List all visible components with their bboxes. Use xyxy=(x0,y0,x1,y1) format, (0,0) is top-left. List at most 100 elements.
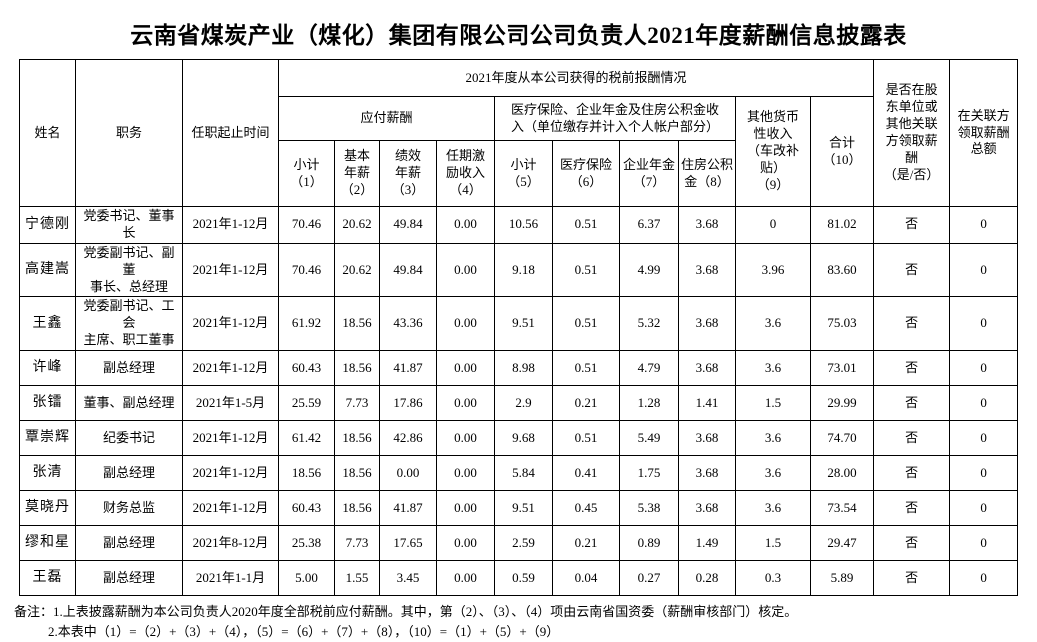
cell-total: 28.00 xyxy=(809,455,875,492)
cell-medical-insurance: 0.51 xyxy=(552,350,620,387)
cell-base-salary: 18.56 xyxy=(334,296,380,352)
cell-medical-insurance: 0.51 xyxy=(552,420,620,457)
header-housing-fund: 住房公积 金（8） xyxy=(678,140,736,207)
cell-payable-subtotal: 61.92 xyxy=(278,296,335,352)
cell-name: 高建嵩 xyxy=(19,242,76,298)
cell-name: 王鑫 xyxy=(19,296,76,352)
header-medical-insurance: 医疗保险 （6） xyxy=(552,140,620,207)
cell-performance-salary: 43.36 xyxy=(379,296,437,352)
cell-housing-fund: 1.49 xyxy=(678,525,736,562)
table-row: 王鑫 党委副书记、工会 主席、职工董事 2021年1-12月 61.92 18.… xyxy=(19,296,1019,352)
cell-position: 党委副书记、工会 主席、职工董事 xyxy=(75,296,183,352)
table-row: 许峰 副总经理 2021年1-12月 60.43 18.56 41.87 0.0… xyxy=(19,350,1019,387)
cell-related-party-total: 0 xyxy=(949,242,1019,298)
cell-medical-insurance: 0.51 xyxy=(552,206,620,244)
cell-related-party-total: 0 xyxy=(949,206,1019,244)
cell-performance-salary: 41.87 xyxy=(379,350,437,387)
cell-insurance-subtotal: 2.59 xyxy=(494,525,553,562)
cell-performance-salary: 0.00 xyxy=(379,455,437,492)
cell-other-income: 0.3 xyxy=(735,560,811,597)
table-row: 缪和星 副总经理 2021年8-12月 25.38 7.73 17.65 0.0… xyxy=(19,525,1019,562)
cell-enterprise-annuity: 5.38 xyxy=(619,490,679,527)
cell-other-income: 1.5 xyxy=(735,525,811,562)
cell-medical-insurance: 0.41 xyxy=(552,455,620,492)
cell-payable-subtotal: 70.46 xyxy=(278,206,335,244)
table-row: 高建嵩 党委副书记、副董 事长、总经理 2021年1-12月 70.46 20.… xyxy=(19,242,1019,298)
cell-tenure: 2021年1-12月 xyxy=(182,420,279,457)
cell-position: 董事、副总经理 xyxy=(75,385,183,422)
cell-insurance-subtotal: 8.98 xyxy=(494,350,553,387)
cell-payable-subtotal: 60.43 xyxy=(278,490,335,527)
salary-table: 姓名 职务 任职起止时间 2021年度从本公司获得的税前报酬情况 是否在股 东单… xyxy=(19,59,1019,597)
cell-total: 75.03 xyxy=(809,296,875,352)
cell-insurance-subtotal: 9.68 xyxy=(494,420,553,457)
cell-related-party-total: 0 xyxy=(949,385,1019,422)
cell-name: 张清 xyxy=(19,455,76,492)
cell-medical-insurance: 0.45 xyxy=(552,490,620,527)
cell-term-incentive: 0.00 xyxy=(436,296,495,352)
header-position: 职务 xyxy=(75,59,183,207)
table-header: 姓名 职务 任职起止时间 2021年度从本公司获得的税前报酬情况 是否在股 东单… xyxy=(19,59,1019,207)
cell-tenure: 2021年1-12月 xyxy=(182,296,279,352)
cell-tenure: 2021年1-12月 xyxy=(182,242,279,298)
cell-tenure: 2021年1-1月 xyxy=(182,560,279,597)
header-related-party-total: 在关联方 领取薪酬 总额 xyxy=(949,59,1019,207)
cell-related-party-total: 0 xyxy=(949,490,1019,527)
cell-housing-fund: 3.68 xyxy=(678,455,736,492)
cell-other-income: 3.96 xyxy=(735,242,811,298)
cell-tenure: 2021年1-12月 xyxy=(182,350,279,387)
header-performance-salary: 绩效 年薪 （3） xyxy=(379,140,437,207)
table-body: 宁德刚 党委书记、董事长 2021年1-12月 70.46 20.62 49.8… xyxy=(19,206,1019,597)
cell-housing-fund: 1.41 xyxy=(678,385,736,422)
page-title: 云南省煤炭产业（煤化）集团有限公司公司负责人2021年度薪酬信息披露表 xyxy=(130,23,907,48)
cell-term-incentive: 0.00 xyxy=(436,455,495,492)
table-row: 莫晓丹 财务总监 2021年1-12月 60.43 18.56 41.87 0.… xyxy=(19,490,1019,527)
cell-base-salary: 20.62 xyxy=(334,206,380,244)
cell-related-party-flag: 否 xyxy=(873,560,951,597)
cell-performance-salary: 41.87 xyxy=(379,490,437,527)
cell-related-party-flag: 否 xyxy=(873,206,951,244)
cell-total: 29.47 xyxy=(809,525,875,562)
cell-name: 缪和星 xyxy=(19,525,76,562)
cell-related-party-flag: 否 xyxy=(873,420,951,457)
cell-enterprise-annuity: 4.79 xyxy=(619,350,679,387)
cell-related-party-flag: 否 xyxy=(873,242,951,298)
cell-base-salary: 18.56 xyxy=(334,490,380,527)
cell-tenure: 2021年8-12月 xyxy=(182,525,279,562)
cell-position: 副总经理 xyxy=(75,455,183,492)
cell-position: 党委书记、董事长 xyxy=(75,206,183,244)
cell-other-income: 3.6 xyxy=(735,420,811,457)
header-enterprise-annuity: 企业年金 （7） xyxy=(619,140,679,207)
cell-enterprise-annuity: 1.75 xyxy=(619,455,679,492)
cell-payable-subtotal: 5.00 xyxy=(278,560,335,597)
cell-base-salary: 1.55 xyxy=(334,560,380,597)
cell-related-party-flag: 否 xyxy=(873,350,951,387)
table-row: 张镭 董事、副总经理 2021年1-5月 25.59 7.73 17.86 0.… xyxy=(19,385,1019,422)
cell-tenure: 2021年1-5月 xyxy=(182,385,279,422)
cell-related-party-flag: 否 xyxy=(873,296,951,352)
cell-housing-fund: 3.68 xyxy=(678,350,736,387)
cell-housing-fund: 3.68 xyxy=(678,296,736,352)
cell-related-party-total: 0 xyxy=(949,455,1019,492)
cell-enterprise-annuity: 4.99 xyxy=(619,242,679,298)
cell-total: 73.01 xyxy=(809,350,875,387)
cell-housing-fund: 3.68 xyxy=(678,420,736,457)
header-insurance-subtotal: 小计 （5） xyxy=(494,140,553,207)
cell-total: 29.99 xyxy=(809,385,875,422)
header-other-income: 其他货币 性收入 （车改补 贴） （9） xyxy=(735,96,811,207)
cell-payable-subtotal: 61.42 xyxy=(278,420,335,457)
cell-total: 74.70 xyxy=(809,420,875,457)
cell-performance-salary: 49.84 xyxy=(379,206,437,244)
cell-term-incentive: 0.00 xyxy=(436,490,495,527)
header-pretax-group: 2021年度从本公司获得的税前报酬情况 xyxy=(277,59,875,97)
cell-term-incentive: 0.00 xyxy=(436,525,495,562)
header-total: 合计 （10） xyxy=(809,96,875,207)
cell-other-income: 0 xyxy=(735,206,811,244)
cell-insurance-subtotal: 9.51 xyxy=(494,296,553,352)
cell-payable-subtotal: 25.59 xyxy=(278,385,335,422)
cell-term-incentive: 0.00 xyxy=(436,350,495,387)
cell-tenure: 2021年1-12月 xyxy=(182,206,279,244)
cell-enterprise-annuity: 5.49 xyxy=(619,420,679,457)
cell-medical-insurance: 0.51 xyxy=(552,242,620,298)
cell-base-salary: 18.56 xyxy=(334,350,380,387)
